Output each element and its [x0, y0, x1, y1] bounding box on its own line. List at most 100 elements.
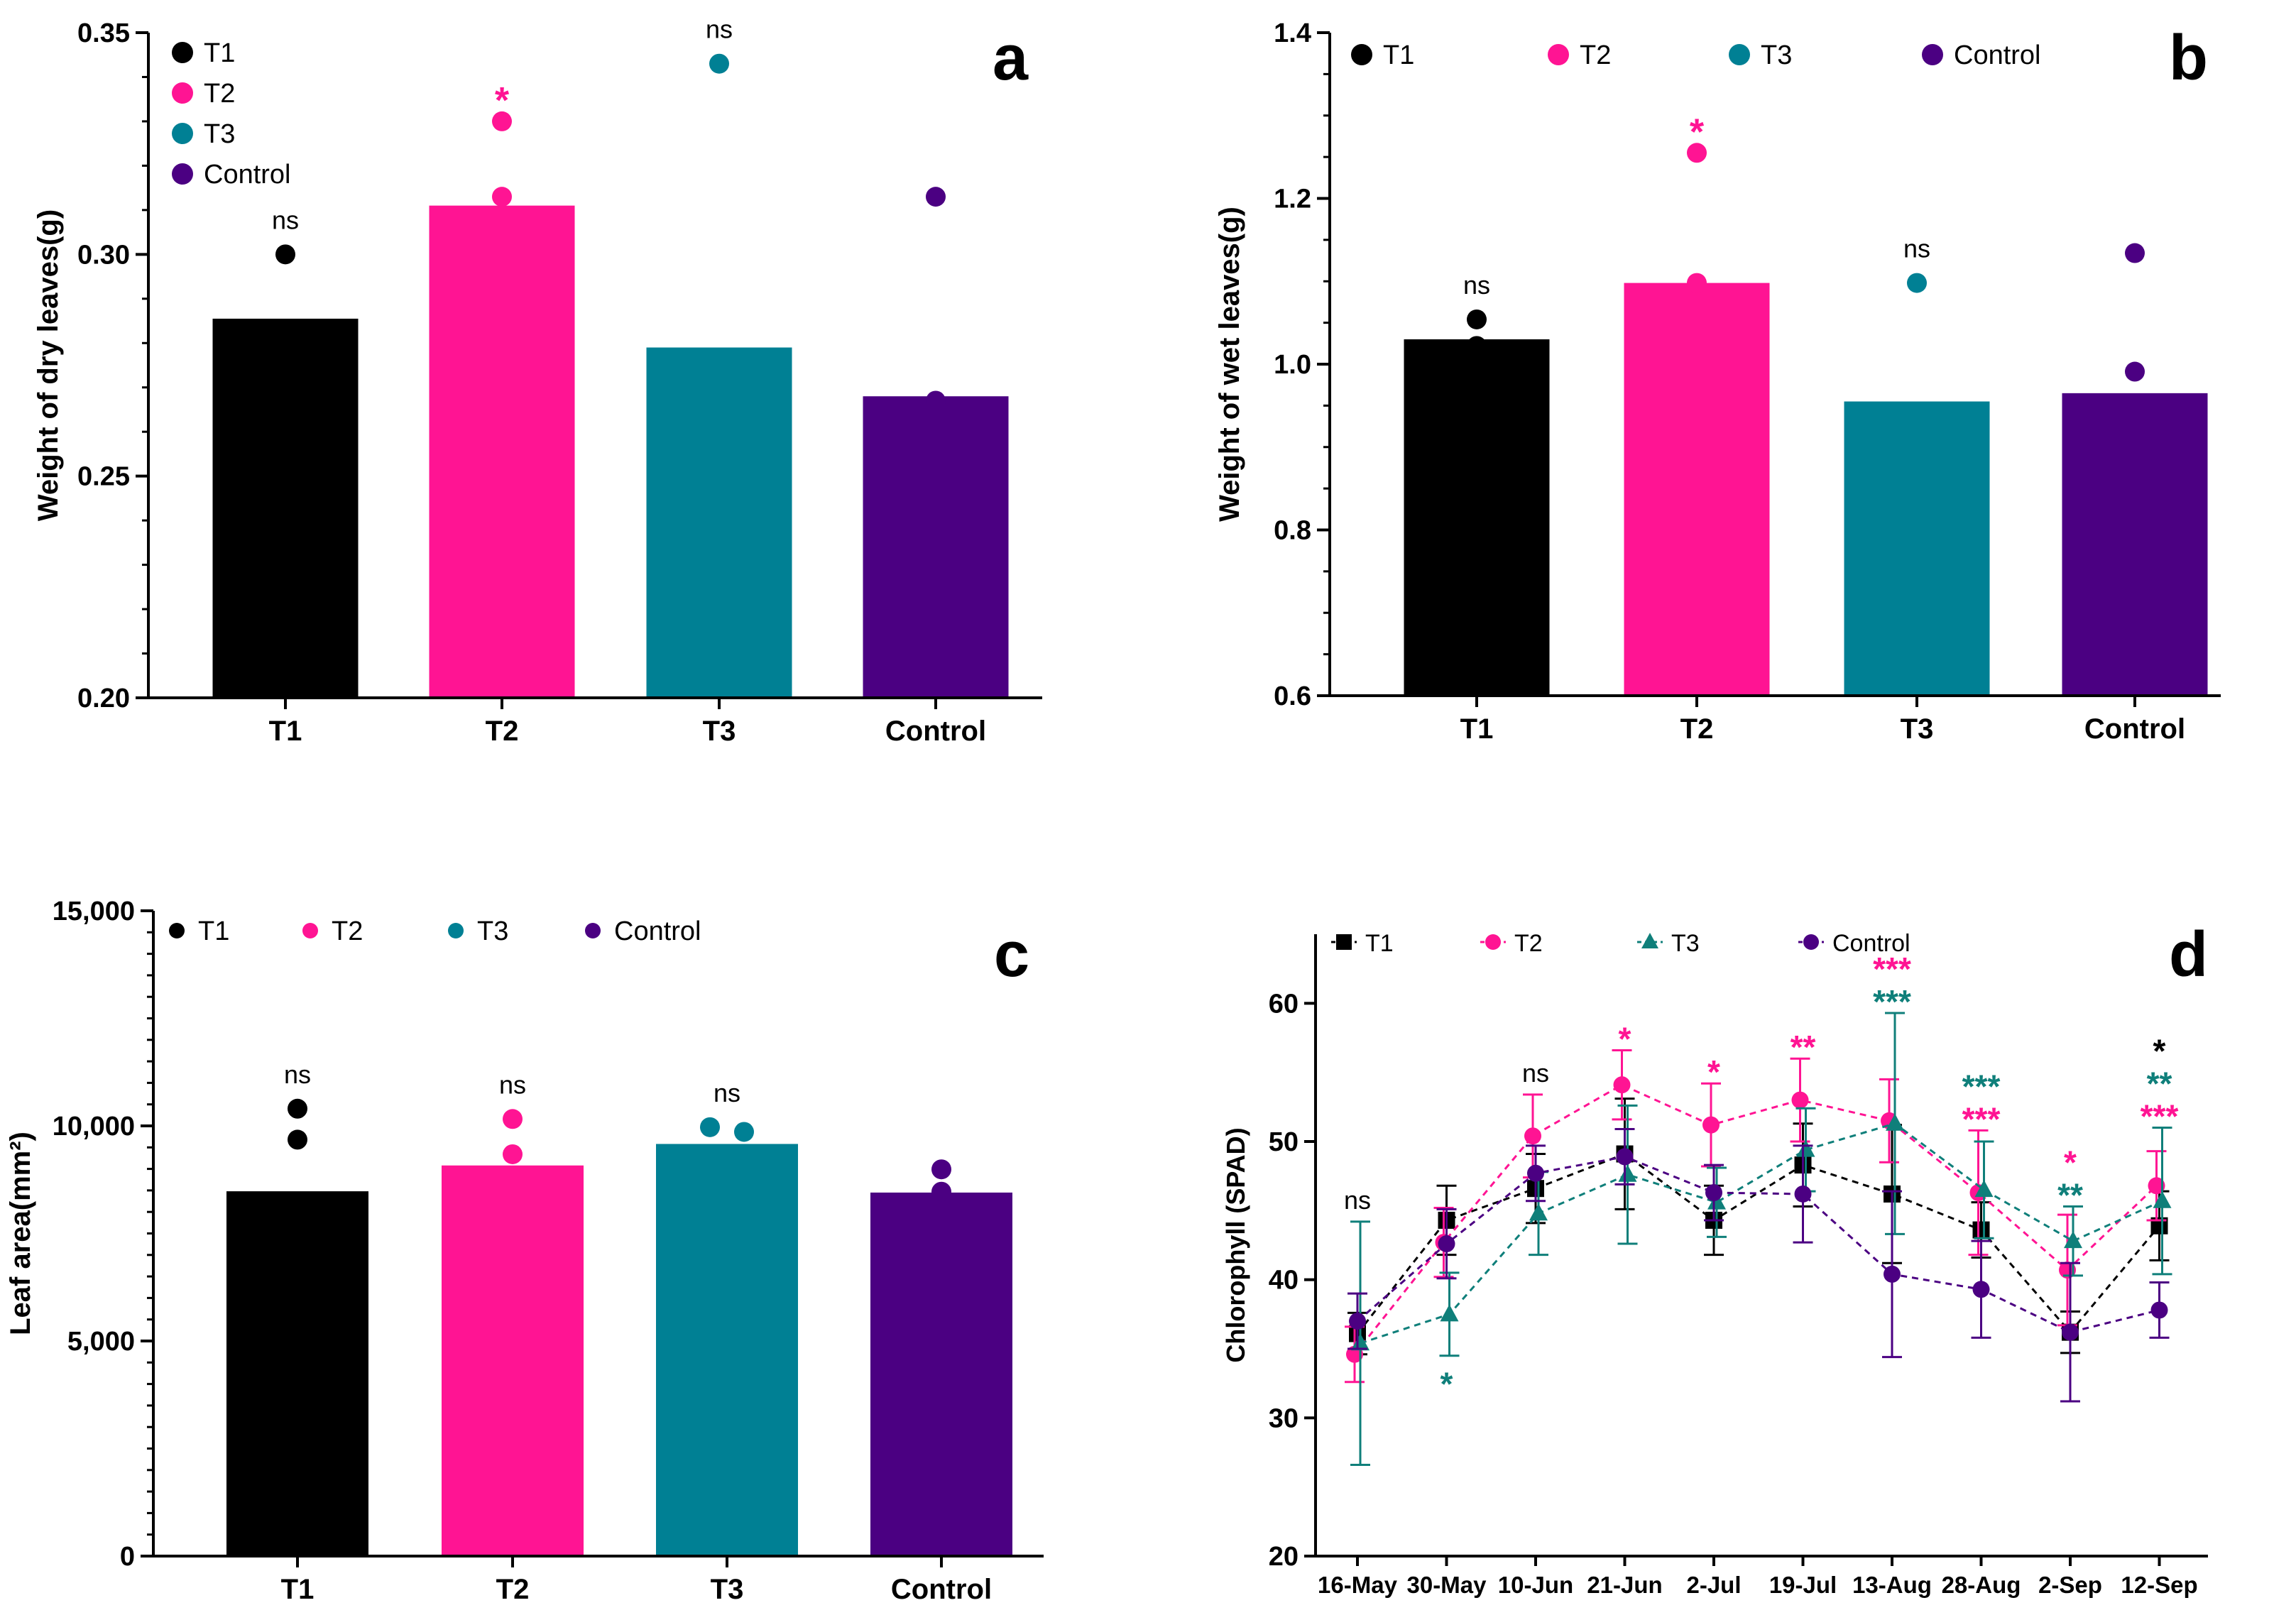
series-line-t3 — [1360, 1122, 2163, 1345]
significance-label: *** — [2141, 1098, 2179, 1135]
data-point-t2 — [1687, 143, 1707, 163]
data-point-t2 — [1791, 1091, 1809, 1109]
x-tick-label: 16-May — [1318, 1572, 1398, 1598]
data-point-t2 — [2059, 1261, 2076, 1279]
y-tick-label: 10,000 — [53, 1112, 135, 1142]
legend-label-t1: T1 — [1365, 930, 1394, 957]
y-tick-label: 60 — [1269, 989, 1299, 1019]
significance-label: ** — [2057, 1176, 2083, 1213]
y-tick-label: 15,000 — [53, 897, 135, 926]
x-tick-label-t1: T1 — [281, 1574, 315, 1605]
y-tick-label: 0.6 — [1274, 681, 1311, 711]
data-point-t3 — [709, 53, 729, 74]
y-tick-label: 0 — [120, 1542, 135, 1572]
significance-label-t1: ns — [1463, 270, 1490, 300]
x-tick-label-t2: T2 — [496, 1574, 530, 1605]
data-point-t2 — [1687, 273, 1707, 293]
series-t2 — [1345, 1049, 2167, 1384]
legend-label-t3: T3 — [1671, 930, 1700, 957]
bar-t2 — [442, 1165, 584, 1556]
data-point-t3 — [1907, 273, 1927, 293]
panel-letter: a — [993, 23, 1029, 94]
y-tick-label: 5,000 — [67, 1327, 135, 1357]
legend: T1 T2 T3 Control — [169, 916, 701, 946]
x-tick-label: 12-Sep — [2121, 1572, 2197, 1598]
significance-label: * — [2153, 1033, 2166, 1070]
data-point-t3 — [1796, 1139, 1815, 1157]
legend-label-t2: T2 — [1514, 930, 1543, 957]
legend-label-t2: T2 — [1580, 40, 1611, 70]
legend: T1 T2 T3 Control — [1351, 40, 2041, 70]
significance-label: ns — [1522, 1058, 1549, 1088]
significance-label-t2: ns — [499, 1070, 526, 1099]
bar-t3 — [1844, 401, 1990, 696]
panel-a: ns * ns 0.20 0.25 0.30 0.35 T1 T2 T3 Control Weight… — [33, 15, 1042, 747]
significance-label: *** — [1962, 1068, 2001, 1105]
legend-label-control: Control — [1954, 40, 2041, 70]
data-point-control — [1616, 1148, 1634, 1166]
legend-label-t1: T1 — [1383, 40, 1414, 70]
legend-marker-control — [1803, 934, 1819, 950]
legend-label-t1: T1 — [204, 38, 235, 68]
legend-label-t3: T3 — [1761, 40, 1792, 70]
x-tick-label-control: Control — [885, 716, 986, 747]
panel-c: ns ns ns 0 5,000 10,000 15,000 T1 T2 T3 Control Lea… — [5, 897, 1044, 1605]
bar-t3 — [646, 347, 792, 698]
legend-label-control: Control — [614, 916, 701, 946]
x-tick-label-t1: T1 — [1460, 713, 1494, 745]
series-t3 — [1350, 1012, 2172, 1467]
significance-label: ** — [1791, 1029, 1816, 1066]
data-point-control — [1349, 1313, 1366, 1330]
y-tick-label: 0.20 — [77, 684, 130, 713]
legend-label-t3: T3 — [204, 119, 235, 149]
legend-marker-control — [585, 923, 601, 938]
bar-control — [863, 396, 1009, 698]
panel-letter: c — [994, 919, 1029, 990]
y-tick-label: 0.30 — [77, 240, 130, 270]
data-point-t3 — [2064, 1231, 2082, 1249]
data-point-t2 — [492, 187, 512, 207]
data-point-control — [1794, 1185, 1812, 1203]
data-point-control — [1438, 1235, 1455, 1253]
y-tick-label: 1.4 — [1274, 18, 1311, 48]
y-tick-label: 30 — [1269, 1403, 1299, 1433]
significance-label-t1: ns — [284, 1060, 311, 1089]
significance-label: * — [2064, 1144, 2077, 1181]
data-point-control — [931, 1181, 951, 1202]
data-point-control — [1884, 1265, 1901, 1283]
data-point-t3 — [1707, 1192, 1726, 1210]
legend-label-control: Control — [1832, 930, 1910, 957]
data-point-t3 — [1618, 1164, 1637, 1182]
legend-label-t1: T1 — [198, 916, 229, 946]
significance-label-t2: * — [495, 80, 510, 121]
x-tick-label: 19-Jul — [1769, 1572, 1837, 1598]
data-point-control — [2062, 1323, 2079, 1341]
data-point-control — [1527, 1164, 1544, 1182]
bar-t2 — [1624, 283, 1770, 696]
data-point-t1 — [1972, 1221, 1990, 1239]
data-point-t1 — [275, 244, 295, 265]
data-point-control — [926, 187, 946, 207]
significance-label-t3: ns — [714, 1078, 740, 1107]
data-point-t1 — [288, 1098, 307, 1119]
significance-label-t2: * — [1690, 111, 1705, 153]
data-point-t2 — [1524, 1127, 1541, 1145]
legend: T1 T2 T3 Control — [1331, 930, 1910, 957]
x-tick-label: 2-Sep — [2038, 1572, 2102, 1598]
y-axis-label: Leaf area(mm²) — [5, 1132, 36, 1335]
data-point-t2 — [2148, 1177, 2165, 1195]
panel-letter: b — [2169, 23, 2208, 94]
data-point-t3 — [700, 1117, 720, 1137]
data-point-t2 — [503, 1109, 523, 1129]
data-point-t3 — [1440, 1304, 1459, 1322]
significance-label-t3: ns — [706, 15, 733, 44]
data-point-t1 — [288, 1129, 307, 1150]
x-tick-label-control: Control — [2084, 713, 2185, 745]
series-line-t1 — [1356, 1152, 2160, 1335]
data-point-control — [926, 390, 946, 411]
data-point-control — [2150, 1301, 2168, 1319]
x-tick-label-t2: T2 — [486, 716, 519, 747]
legend-marker-t3 — [448, 923, 464, 938]
panel-d: 20 30 40 50 60 16-May 30-May 10-Jun 21-Jun 2-Jul 1… — [1221, 919, 2208, 1598]
series-line-control — [1357, 1155, 2160, 1334]
